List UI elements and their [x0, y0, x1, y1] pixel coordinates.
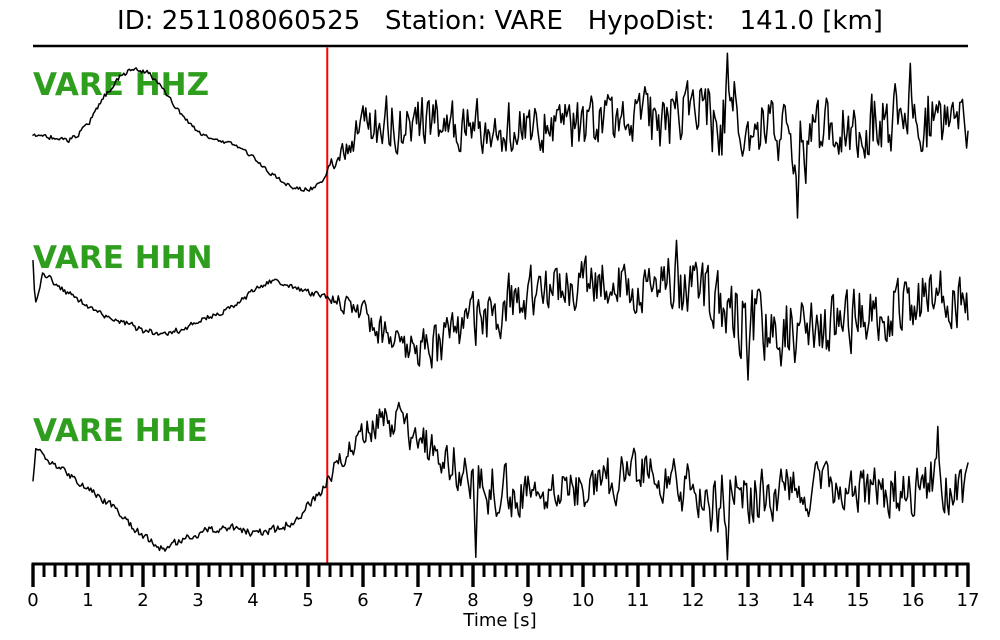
x-tick-label: 15 [847, 590, 870, 611]
trace-hhn [32, 239, 969, 381]
x-tick-label: 10 [572, 590, 595, 611]
x-tick-label: 9 [522, 590, 533, 611]
x-tick-label: 1 [82, 590, 93, 611]
x-tick-label: 5 [302, 590, 313, 611]
x-tick-label: 11 [627, 590, 650, 611]
trace-label-hhz: VARE HHZ [33, 67, 210, 103]
x-axis-label: Time [s] [462, 610, 536, 631]
x-tick-label: 13 [737, 590, 760, 611]
trace-hhz [32, 52, 969, 219]
trace-label-hhn: VARE HHN [33, 240, 213, 276]
trace-label-hhe: VARE HHE [33, 413, 208, 449]
x-tick-label: 12 [682, 590, 705, 611]
x-tick-label: 14 [792, 590, 815, 611]
x-tick-label: 0 [27, 590, 38, 611]
x-tick-label: 17 [957, 590, 980, 611]
trace-hhe [32, 401, 969, 561]
figure-title: ID: 251108060525 Station: VARE HypoDist:… [117, 6, 883, 36]
x-tick-label: 3 [192, 590, 203, 611]
x-tick-label: 7 [412, 590, 423, 611]
x-tick-label: 2 [137, 590, 148, 611]
x-tick-label: 6 [357, 590, 368, 611]
x-tick-label: 4 [247, 590, 258, 611]
x-tick-label: 8 [467, 590, 478, 611]
x-tick-label: 16 [902, 590, 925, 611]
